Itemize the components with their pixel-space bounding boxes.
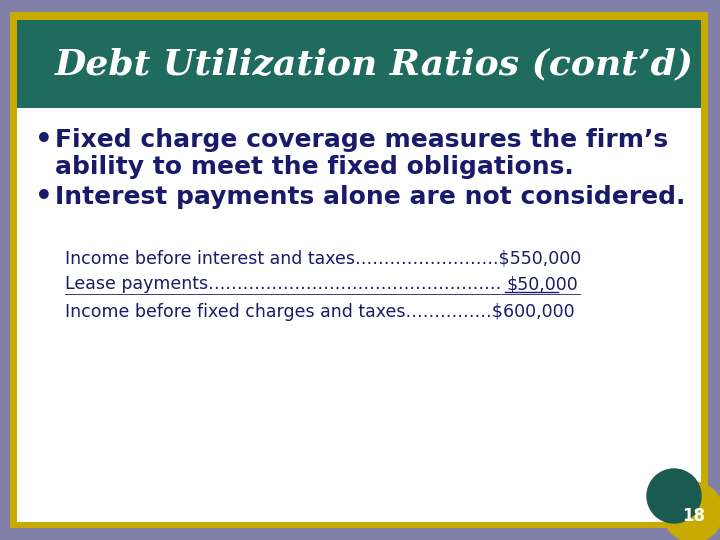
Circle shape <box>647 469 701 523</box>
Text: Income before fixed charges and taxes……………$600,000: Income before fixed charges and taxes………… <box>65 303 575 321</box>
Circle shape <box>663 482 720 540</box>
Text: •: • <box>35 126 53 154</box>
FancyBboxPatch shape <box>10 12 708 528</box>
Text: •: • <box>35 183 53 211</box>
FancyBboxPatch shape <box>17 20 701 108</box>
Text: Income before interest and taxes…………………….$550,000: Income before interest and taxes……………………… <box>65 249 581 267</box>
Text: 18: 18 <box>683 507 706 525</box>
Text: Interest payments alone are not considered.: Interest payments alone are not consider… <box>55 185 685 209</box>
Text: ability to meet the fixed obligations.: ability to meet the fixed obligations. <box>55 155 574 179</box>
Text: Lease payments……………………………………………: Lease payments…………………………………………… <box>65 275 501 293</box>
Text: Fixed charge coverage measures the firm’s: Fixed charge coverage measures the firm’… <box>55 128 668 152</box>
Text: Debt Utilization Ratios (cont’d): Debt Utilization Ratios (cont’d) <box>55 47 694 81</box>
Text: $50,000: $50,000 <box>506 275 577 293</box>
FancyBboxPatch shape <box>17 20 701 522</box>
